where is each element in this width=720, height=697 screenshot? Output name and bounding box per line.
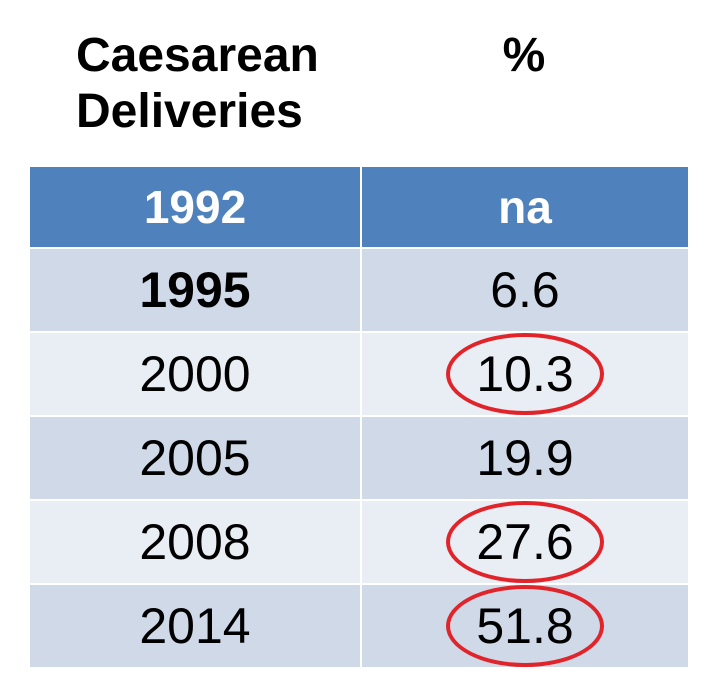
heading-line-2: Deliveries [76,85,303,138]
value-cell: 19.9 [360,417,688,499]
value-text: 6.6 [490,261,560,319]
value-text: 19.9 [476,429,573,487]
table-row: 2008 27.6 [30,499,688,583]
caesarean-table: 1992 na 1995 6.6 2000 10.3 2005 19.9 200… [30,167,688,667]
table-row: 2000 10.3 [30,331,688,415]
year-cell: 2000 [139,346,251,402]
value-label: 27.6 [476,514,574,570]
table-row: 2014 51.8 [30,583,688,667]
column-heading-percent: % [502,29,546,82]
value-text: 10.3 [446,333,604,415]
value-cell: 6.6 [360,249,688,331]
value-cell: 10.3 [360,333,688,415]
table-row: 2005 19.9 [30,415,688,499]
year-cell: 2008 [139,514,251,570]
column-heading-deliveries: Caesarean Deliveries [76,28,366,140]
value-label: 51.8 [476,598,574,654]
table-row: 1995 6.6 [30,247,688,331]
value-cell: 27.6 [360,501,688,583]
table-header-row: 1992 na [30,167,688,247]
year-cell: 1995 [139,262,251,318]
year-cell: 2014 [139,598,251,654]
value-label: 6.6 [490,262,560,318]
value-text: 51.8 [446,585,604,667]
value-label: 19.9 [476,430,574,486]
year-cell: 2005 [139,430,251,486]
value-cell: 51.8 [360,585,688,667]
header-value-cell: na [360,167,688,247]
value-label: 10.3 [476,346,574,402]
heading-line-1: Caesarean [76,29,319,82]
value-text: 27.6 [446,501,604,583]
header-year-cell: 1992 [143,181,247,233]
